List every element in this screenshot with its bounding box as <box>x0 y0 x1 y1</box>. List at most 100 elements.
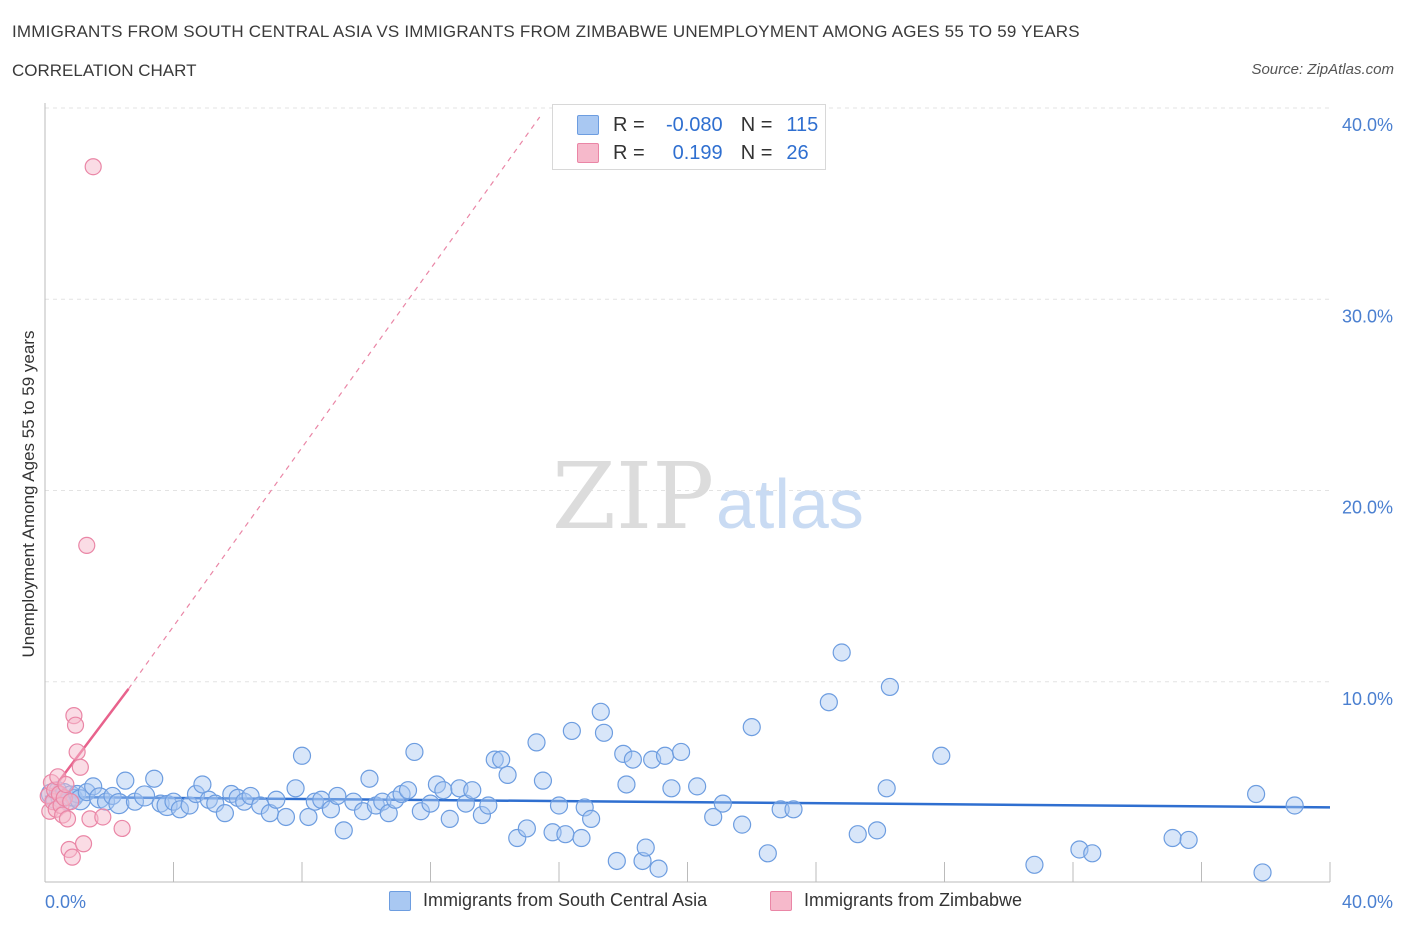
data-point <box>784 800 803 819</box>
data-point <box>1025 855 1044 874</box>
data-point <box>485 750 504 769</box>
chart-subtitle: CORRELATION CHART <box>12 61 197 80</box>
data-point <box>1285 796 1304 815</box>
data-point <box>498 765 517 785</box>
data-point <box>527 733 546 752</box>
data-point <box>1253 863 1272 882</box>
data-point <box>733 815 752 834</box>
legend-swatch-blue <box>577 115 599 135</box>
legend-n-value: 115 <box>786 113 819 136</box>
data-point <box>867 821 887 840</box>
watermark-atlas: atlas <box>716 465 864 543</box>
data-point <box>440 809 459 828</box>
data-point <box>877 779 896 798</box>
data-point <box>492 750 511 769</box>
data-point <box>334 821 353 840</box>
data-point <box>1083 844 1102 863</box>
y-tick-label: 10.0% <box>1342 689 1393 709</box>
data-point <box>463 781 482 800</box>
data-point <box>78 536 96 555</box>
data-point <box>688 777 707 796</box>
data-point <box>704 807 723 827</box>
data-point <box>549 796 569 815</box>
data-point <box>517 819 536 838</box>
y-tick-labels: 10.0% 20.0% 30.0% 40.0% <box>1342 115 1393 709</box>
data-point <box>251 796 270 815</box>
data-point <box>819 693 838 712</box>
correlation-legend: R = -0.080 N = 115 R = 0.199 N = 26 <box>552 104 826 170</box>
data-point <box>421 794 440 813</box>
data-point <box>617 775 636 794</box>
data-point <box>671 742 691 762</box>
data-point <box>771 800 790 819</box>
legend-r-label: R = <box>613 113 645 136</box>
bottom-legend-swatch-pink <box>770 890 792 911</box>
data-point <box>180 796 199 815</box>
x-tick-label: 40.0% <box>1342 892 1393 912</box>
data-point <box>193 775 212 794</box>
data-point <box>411 802 430 821</box>
data-point <box>562 721 581 741</box>
data-point <box>533 771 553 790</box>
data-point <box>292 746 312 765</box>
data-point <box>1179 830 1198 850</box>
data-point <box>398 781 418 800</box>
data-point <box>360 769 379 788</box>
data-point <box>57 775 75 794</box>
bottom-legend-label: Immigrants from Zimbabwe <box>804 890 1023 910</box>
axes <box>44 103 1331 883</box>
x-tick-labels: 0.0% 40.0% <box>45 892 1393 912</box>
legend-swatch-pink <box>577 143 599 163</box>
x-tick-label: 0.0% <box>45 892 86 912</box>
data-point <box>713 794 732 813</box>
y-axis-label: Unemployment Among Ages 55 to 59 years <box>19 331 38 658</box>
data-point <box>241 786 260 806</box>
data-point <box>832 643 851 662</box>
data-point <box>594 723 614 742</box>
data-point <box>591 702 610 721</box>
data-point <box>62 793 80 811</box>
data-point <box>74 835 93 853</box>
legend-n-value: 26 <box>786 141 809 164</box>
data-point <box>623 750 642 769</box>
data-point <box>880 677 899 697</box>
data-point <box>614 744 633 763</box>
data-point <box>63 848 81 866</box>
data-point <box>305 792 324 811</box>
watermark: ZIP atlas <box>552 443 864 550</box>
data-point <box>66 716 85 734</box>
data-point <box>84 158 102 176</box>
data-point <box>286 779 305 798</box>
legend-r-value: -0.080 <box>665 113 723 136</box>
data-point <box>84 777 103 796</box>
data-point <box>267 790 286 809</box>
data-point <box>299 807 318 827</box>
data-point <box>607 851 626 871</box>
bottom-legend-zimbabwe: Immigrants from Zimbabwe <box>770 890 1022 911</box>
watermark-zip: ZIP <box>552 443 714 550</box>
bottom-legend-label: Immigrants from South Central Asia <box>423 890 708 910</box>
y-tick-label: 40.0% <box>1342 115 1393 135</box>
trend-line-zimbabwe-extension <box>128 116 541 690</box>
data-point <box>405 742 424 762</box>
data-point <box>71 758 89 776</box>
data-point <box>508 828 527 848</box>
data-point <box>472 805 491 825</box>
data-point <box>758 844 777 863</box>
data-point <box>662 779 681 798</box>
data-point <box>215 804 234 823</box>
bottom-legend-south-central-asia: Immigrants from South Central Asia <box>389 890 707 911</box>
data-point <box>94 808 112 826</box>
data-point <box>575 798 594 817</box>
data-point <box>932 746 951 765</box>
data-point <box>1247 784 1266 804</box>
legend-r-label: R = <box>613 141 645 164</box>
legend-row-zimbabwe: R = 0.199 N = 26 <box>577 141 809 165</box>
chart-title: IMMIGRANTS FROM SOUTH CENTRAL ASIA VS IM… <box>12 22 1080 41</box>
legend-n-label: N = <box>740 141 773 164</box>
data-point <box>133 785 156 807</box>
data-point <box>276 807 296 827</box>
data-point <box>328 786 347 806</box>
data-point <box>170 800 190 819</box>
data-point <box>58 810 77 828</box>
